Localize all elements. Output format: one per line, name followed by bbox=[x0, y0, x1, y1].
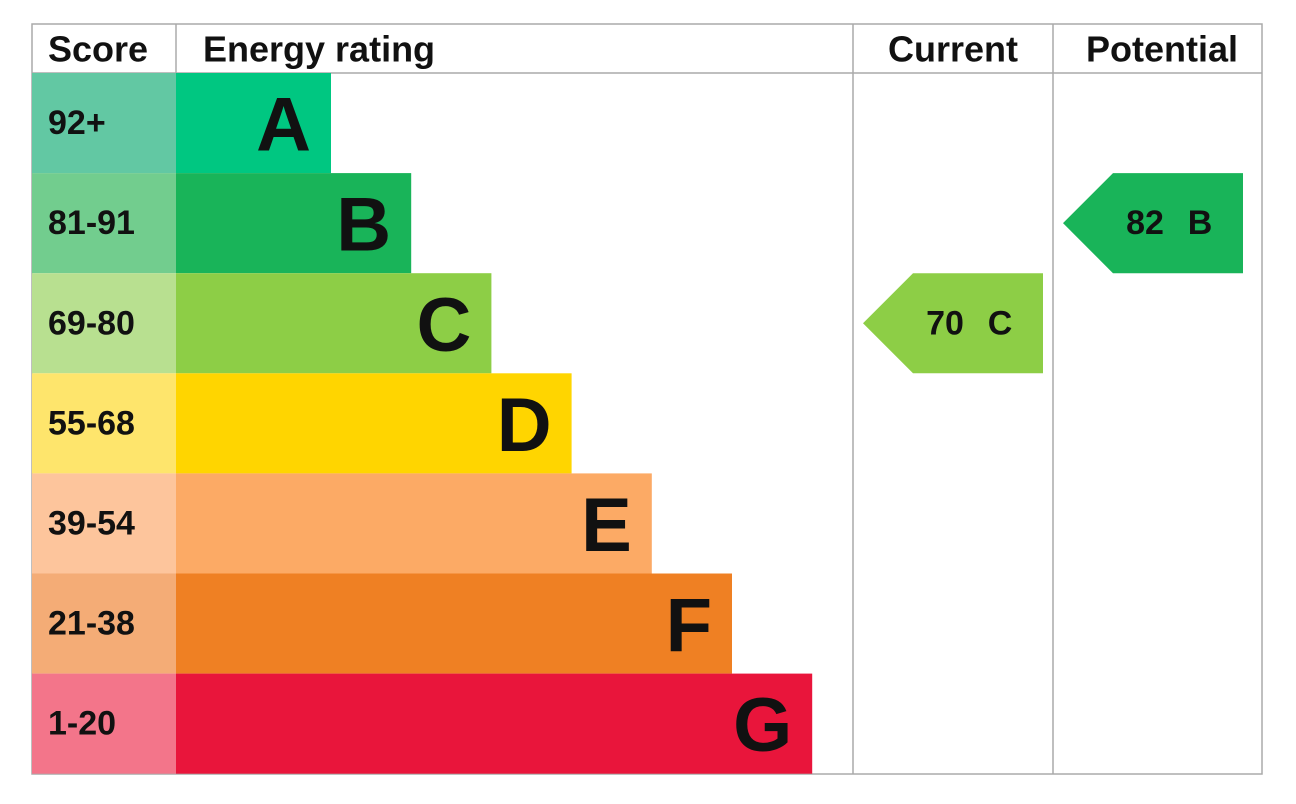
score-label: 39-54 bbox=[48, 504, 135, 542]
band-letter: C bbox=[417, 283, 472, 368]
current-value: 70 bbox=[926, 304, 964, 342]
band-letter: A bbox=[256, 83, 311, 168]
score-cell bbox=[32, 373, 176, 474]
score-cell bbox=[32, 73, 176, 174]
score-cell bbox=[32, 273, 176, 374]
score-label: 55-68 bbox=[48, 404, 135, 442]
score-label: 1-20 bbox=[48, 705, 116, 743]
potential-value: 82 bbox=[1126, 204, 1164, 242]
potential-arrow bbox=[1063, 173, 1243, 274]
band-bar bbox=[176, 273, 492, 374]
header-current: Current bbox=[888, 29, 1018, 70]
score-cell bbox=[32, 173, 176, 274]
score-label: 69-80 bbox=[48, 304, 135, 342]
band-letter: B bbox=[336, 183, 391, 268]
band-bar bbox=[176, 673, 813, 774]
score-label: 92+ bbox=[48, 104, 106, 142]
score-cell bbox=[32, 673, 176, 774]
current-band: C bbox=[988, 304, 1013, 342]
band-letter: G bbox=[733, 683, 792, 768]
score-cell bbox=[32, 473, 176, 574]
band-bar bbox=[176, 473, 652, 574]
score-label: 81-91 bbox=[48, 204, 135, 242]
band-bar bbox=[176, 73, 331, 174]
band-bar bbox=[176, 573, 732, 674]
band-letter: F bbox=[666, 583, 712, 668]
header-potential: Potential bbox=[1086, 29, 1238, 70]
header-score: Score bbox=[48, 29, 148, 70]
current-arrow bbox=[863, 273, 1043, 374]
header-rating: Energy rating bbox=[203, 29, 435, 70]
potential-band: B bbox=[1188, 204, 1213, 242]
band-bar bbox=[176, 173, 412, 274]
score-label: 21-38 bbox=[48, 605, 135, 643]
band-bar bbox=[176, 373, 572, 474]
band-letter: E bbox=[581, 483, 632, 568]
band-letter: D bbox=[497, 383, 552, 468]
score-cell bbox=[32, 573, 176, 674]
